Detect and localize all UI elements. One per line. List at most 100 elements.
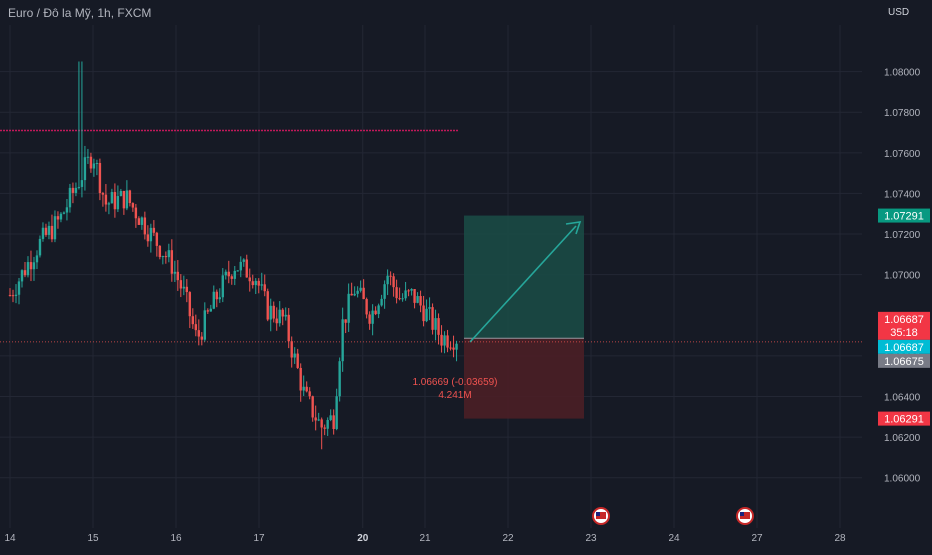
y-tick-label: 1.07000 — [884, 271, 921, 282]
candle-body — [71, 187, 75, 193]
candle-body — [287, 314, 290, 342]
candle-body — [281, 309, 284, 317]
x-tick-label: 23 — [585, 533, 597, 544]
candle-body — [254, 280, 257, 286]
candle-body — [8, 294, 12, 296]
candle-body — [29, 262, 33, 270]
candle-body — [344, 319, 347, 323]
candle-body — [173, 271, 177, 274]
flag-stripes — [596, 512, 606, 519]
candle-body — [314, 417, 317, 421]
candle-body — [158, 245, 162, 258]
candle-body — [371, 310, 374, 324]
candle-body — [272, 305, 275, 319]
position-tool[interactable] — [464, 215, 584, 419]
candle-body — [44, 227, 48, 235]
candle-body — [125, 190, 129, 209]
us-flag-icon[interactable] — [736, 507, 754, 525]
candle-body — [359, 287, 362, 291]
candle-body — [407, 290, 410, 292]
candle-body — [329, 415, 332, 421]
candle-body — [212, 291, 215, 309]
candle-body — [293, 353, 296, 358]
price-change-label: 1.06669 (-0.03659) — [412, 377, 497, 388]
candle-body — [413, 289, 416, 303]
axes: 1.08000 1.07800 1.07600 1.07400 1.07200 1.070… — [4, 68, 920, 544]
candle-body — [257, 280, 260, 286]
candle-body — [161, 256, 165, 258]
candle-body — [227, 271, 230, 277]
candle-body — [170, 250, 174, 274]
candle-body — [83, 157, 87, 181]
candle-body — [419, 296, 422, 306]
candle-body — [401, 298, 404, 300]
candle-body — [278, 309, 281, 324]
candle-body — [320, 419, 323, 428]
flag-canton — [596, 512, 600, 516]
candle-body — [266, 291, 269, 320]
candle-body — [296, 353, 299, 368]
candle-body — [347, 293, 350, 323]
candle-body — [209, 308, 212, 312]
candle-body — [233, 270, 236, 279]
candle-body — [86, 156, 90, 158]
x-tick-label: 28 — [834, 533, 846, 544]
candle-body — [131, 203, 135, 208]
levels — [0, 129, 862, 343]
candle-body — [155, 232, 159, 246]
candle-body — [317, 419, 320, 421]
candle-body — [443, 335, 446, 346]
candle-body — [383, 284, 386, 299]
y-tick-label: 1.06000 — [884, 474, 921, 485]
candle-body — [146, 234, 150, 242]
candle-body — [290, 341, 293, 358]
us-flag-icon[interactable] — [592, 507, 610, 525]
last-price-text: 1.06687 — [884, 314, 924, 326]
x-tick-label: 20 — [357, 533, 369, 544]
candle-body — [425, 308, 428, 322]
candle-body — [128, 190, 132, 204]
profit-zone — [464, 215, 584, 339]
candle-body — [224, 271, 227, 276]
symbol-title[interactable]: Euro / Đô la Mỹ, 1h, FXCM — [8, 6, 151, 20]
last-price-badge — [878, 311, 930, 340]
candle-body — [416, 296, 419, 303]
candle-body — [14, 294, 18, 296]
y-tick-label: 1.06200 — [884, 433, 921, 444]
candle-body — [35, 255, 39, 263]
candle-body — [302, 386, 305, 391]
candle-body — [143, 217, 147, 235]
candle-body — [62, 212, 66, 214]
candle-body — [392, 276, 395, 288]
candle-body — [65, 207, 69, 213]
candle-body — [380, 298, 383, 306]
candle-body — [98, 162, 102, 194]
stop-badge — [878, 411, 930, 426]
candle-body — [284, 314, 287, 317]
candle-body — [68, 187, 72, 208]
x-tick-label: 27 — [751, 533, 763, 544]
candle-body — [236, 270, 239, 272]
candle-body — [452, 347, 455, 350]
candle-body — [218, 297, 221, 300]
candle-body — [110, 192, 114, 204]
x-tick-label: 17 — [253, 533, 265, 544]
y-tick-label: 1.08000 — [884, 68, 921, 79]
candle-body — [341, 319, 344, 362]
candle-body — [53, 216, 57, 240]
candle-body — [446, 335, 449, 348]
candle-body — [89, 156, 93, 169]
candle-body — [188, 292, 192, 317]
y-tick-label: 1.07600 — [884, 149, 921, 160]
flag-canton — [740, 512, 744, 516]
candle-body — [182, 286, 186, 289]
x-tick-label: 14 — [4, 533, 16, 544]
candle-body — [122, 191, 126, 209]
candle-body — [59, 213, 63, 220]
candle-body — [305, 386, 308, 392]
candle-body — [323, 427, 326, 429]
candle-body — [338, 361, 341, 397]
